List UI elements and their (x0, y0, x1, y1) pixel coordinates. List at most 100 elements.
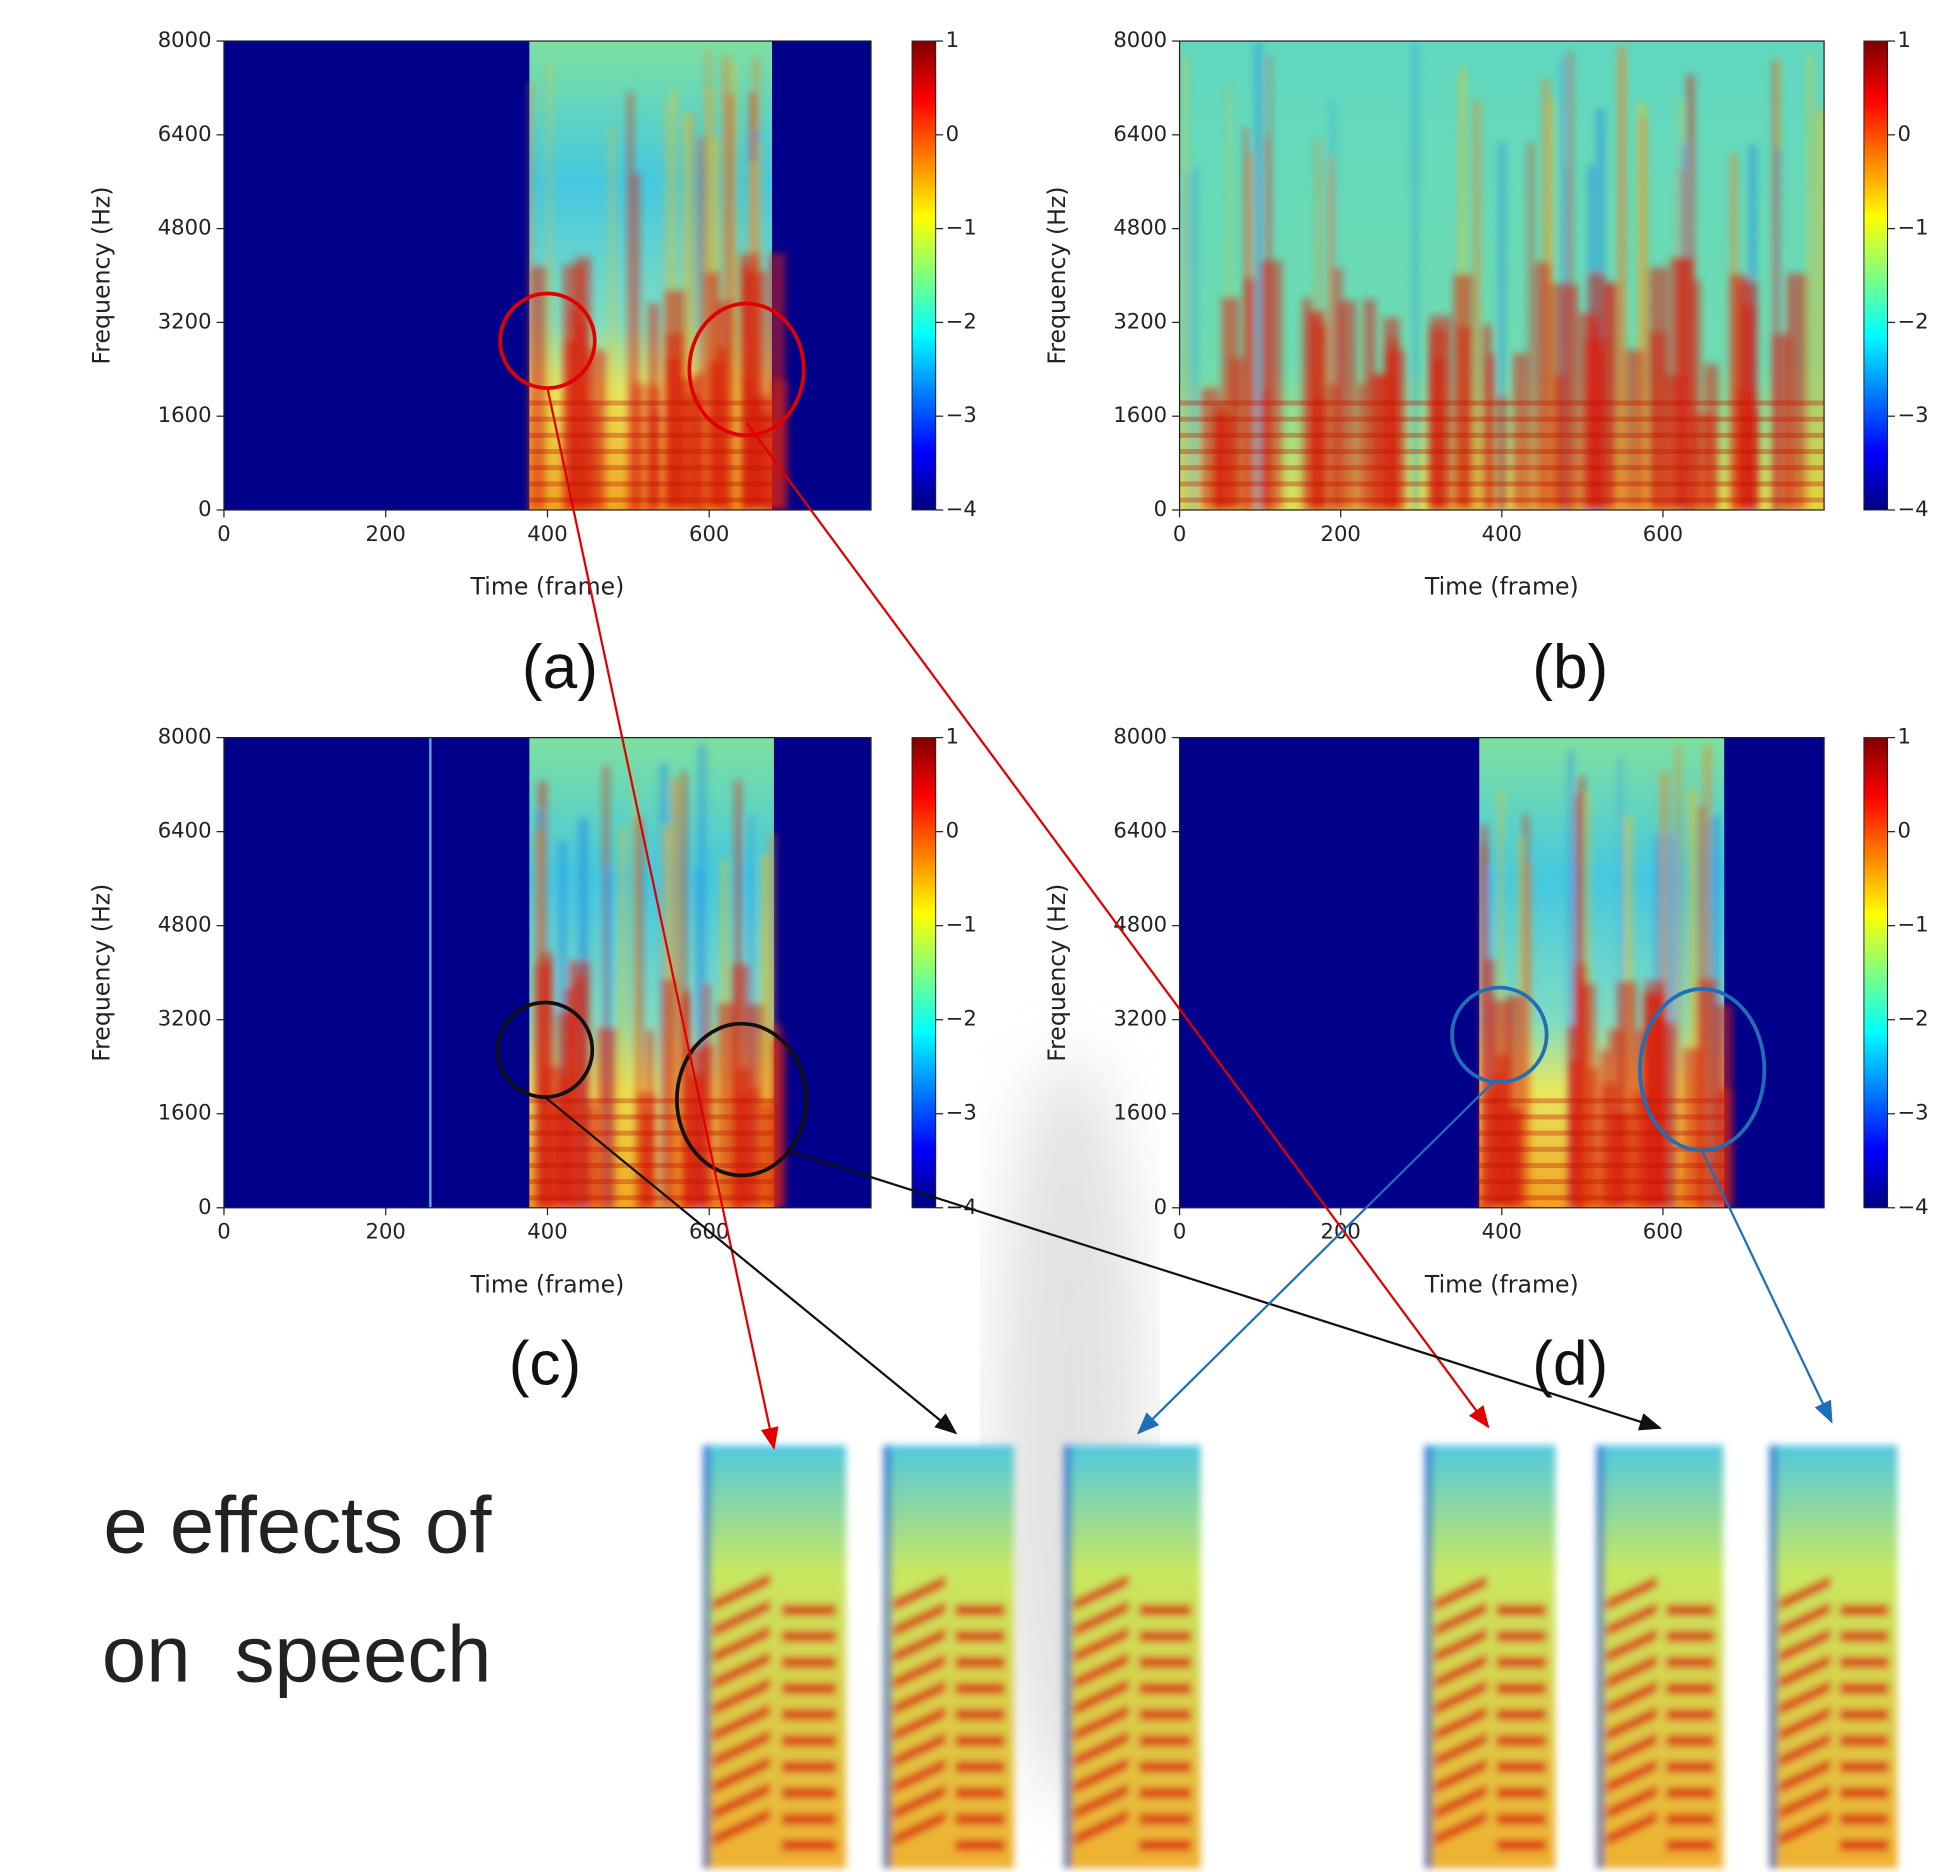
y-tick-label: 0 (198, 1194, 211, 1219)
colorbar-tick-label: −1 (1897, 215, 1928, 240)
x-tick-label: 0 (1173, 1219, 1186, 1244)
harmonic-block (1328, 384, 1337, 510)
crop-stripe (1666, 1709, 1715, 1721)
crop-stripe (1434, 1757, 1487, 1794)
harmonic-block (1486, 354, 1496, 510)
crop-stripe (1839, 1761, 1889, 1773)
harmonic-band (1479, 1195, 1725, 1201)
crop-stripe (955, 1656, 1005, 1669)
crop-stripe (1779, 1601, 1831, 1637)
x-tick-label: 600 (1643, 521, 1683, 546)
texture-stripe (633, 172, 640, 510)
arrow (546, 387, 779, 1451)
crop-edge (1063, 1445, 1072, 1869)
harmonic-block (1495, 1054, 1511, 1208)
colorbar-tick-label: −4 (1897, 496, 1928, 521)
harmonic-block (631, 383, 645, 510)
harmonic-block (685, 393, 701, 510)
texture-stripe (1524, 862, 1531, 1208)
x-axis-label: Time (frame) (1424, 573, 1579, 601)
texture-stripe (1498, 142, 1506, 510)
body-text: e effects of (103, 1480, 492, 1569)
x-tick-label: 400 (527, 521, 567, 546)
colorbar-tick-label: −3 (946, 1100, 977, 1125)
crop-stripe (955, 1735, 1005, 1747)
harmonic-band (529, 1195, 774, 1201)
crop-stripe (781, 1839, 837, 1851)
crop-stripe (1839, 1787, 1889, 1799)
harmonic-block (1568, 284, 1579, 510)
harmonic-block (661, 979, 676, 1208)
crop-stripe (712, 1573, 771, 1611)
texture-stripe (696, 871, 701, 1208)
colorbar-tick-label: −1 (1897, 912, 1928, 937)
zoom-crop (1596, 1445, 1724, 1869)
crop-stripe (1434, 1627, 1487, 1663)
texture-stripe (632, 778, 636, 1208)
zoom-crop (1063, 1445, 1201, 1869)
y-tick-label: 3200 (1113, 308, 1167, 333)
crop-stripe (1606, 1706, 1658, 1742)
texture-stripe (1183, 53, 1188, 510)
texture-stripe (1675, 744, 1681, 1208)
texture-stripe (698, 744, 706, 1208)
harmonic-block (1383, 317, 1400, 510)
texture-stripe (1185, 174, 1190, 510)
colorbar (911, 40, 937, 511)
arrow (745, 422, 1490, 1429)
colorbar-tick-label: −2 (1897, 308, 1928, 333)
crop-stripe (1073, 1600, 1129, 1637)
crop-stripe (1434, 1810, 1487, 1846)
zoom-crop (703, 1445, 847, 1869)
crop-edge (1596, 1445, 1604, 1869)
harmonic-block (596, 1027, 617, 1208)
texture-stripe (1568, 750, 1574, 1208)
crop-stripe (893, 1575, 946, 1611)
arrow (544, 1096, 958, 1435)
crop-stripe (893, 1679, 946, 1716)
harmonic-band (529, 1163, 774, 1168)
harmonic-block (1714, 1004, 1733, 1208)
harmonic-block (1302, 298, 1312, 510)
x-tick-label: 200 (366, 1219, 406, 1244)
crop-stripe (781, 1682, 837, 1695)
spectrogram-image (1179, 737, 1825, 1208)
x-tick-label: 600 (689, 521, 729, 546)
harmonic-block (680, 994, 691, 1208)
crop-stripe (712, 1599, 771, 1638)
y-tick-label: 4800 (1113, 215, 1167, 240)
crop-stripe (1606, 1628, 1658, 1663)
crop-stripe (893, 1758, 946, 1794)
y-tick-label: 8000 (158, 27, 212, 52)
texture-stripe (1473, 100, 1481, 510)
harmonic-block (735, 1068, 753, 1208)
texture-stripe (1413, 44, 1418, 510)
panel-caption: (d) (1532, 1330, 1608, 1399)
harmonic-band (1179, 481, 1825, 487)
crop-stripe (1839, 1656, 1889, 1669)
x-tick-label: 400 (1482, 521, 1522, 546)
crop-stripe (1496, 1735, 1547, 1747)
harmonic-block (1659, 1022, 1677, 1208)
crop-stripe (712, 1651, 771, 1690)
colorbar-tick-label: 0 (1897, 818, 1910, 843)
spectrogram-content (1179, 737, 1825, 1208)
colorbar-tick-label: 0 (946, 818, 959, 843)
colorbar-tick-label: −3 (1897, 1100, 1928, 1125)
harmonic-band (1479, 1163, 1725, 1168)
crop-stripe (1496, 1787, 1547, 1799)
panel-caption: (b) (1532, 633, 1608, 702)
crop-stripe (781, 1656, 837, 1669)
colorbar-tick-label: −4 (1897, 1194, 1928, 1219)
harmonic-band (1179, 497, 1825, 503)
harmonic-band (1179, 416, 1825, 422)
harmonic-block (1703, 364, 1719, 510)
y-tick-label: 1600 (158, 402, 212, 427)
crop-edge (1769, 1445, 1777, 1869)
texture-stripe (1688, 788, 1697, 1208)
crop-stripe (712, 1677, 771, 1716)
zoom-crop (1769, 1445, 1898, 1869)
y-tick-label: 6400 (1113, 121, 1167, 146)
harmonic-block (740, 265, 752, 510)
y-tick-label: 0 (1154, 496, 1167, 521)
